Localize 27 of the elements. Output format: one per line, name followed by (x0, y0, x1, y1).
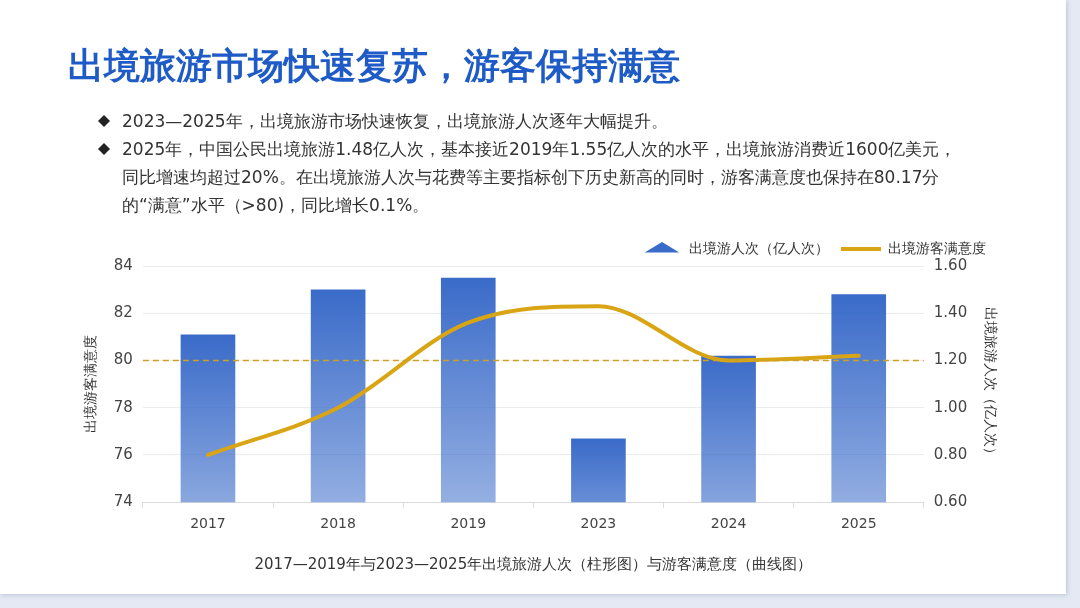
x-tick-label: 2018 (320, 515, 356, 532)
x-axis-title: 2017—2019年与2023—2025年出境旅游人次（柱形图）与游客满意度（曲线图） (254, 554, 813, 573)
y2-tick-label: 0.80 (933, 444, 968, 463)
legend-label: 出境游人次（亿人次） (689, 239, 829, 256)
line-series (205, 304, 861, 457)
y2-tick-label: 1.20 (933, 350, 968, 369)
y-axis-title: 出境游客满意度 (82, 335, 99, 434)
x-tick-label: 2017 (190, 515, 226, 532)
y-tick-label: 76 (113, 444, 133, 463)
chart-title: 出境旅游市场快速复苏，游客保持满意 (68, 44, 680, 88)
y2-tick-label: 1.60 (933, 255, 968, 274)
y-tick-label: 80 (113, 350, 133, 369)
y-tick-label: 84 (113, 255, 133, 274)
y2-tick-label: 1.00 (933, 397, 968, 416)
legend-label: 出境游客满意度 (888, 239, 986, 256)
y2-tick-label: 0.60 (933, 492, 968, 511)
y2-axis-title: 出境旅游人次（亿人次） (982, 307, 999, 462)
y2-tick-label: 1.40 (933, 303, 968, 322)
x-tick-label: 2019 (450, 515, 487, 532)
x-tick-label: 2023 (580, 515, 617, 532)
x-tick-label: 2024 (710, 515, 747, 532)
y-tick-label: 82 (113, 303, 133, 322)
text: 2023—2025年，出境旅游市场快速恢复，出境旅游人次逐年大幅提升。 (122, 111, 668, 131)
x-tick-label: 2025 (840, 515, 877, 532)
y-tick-label: 78 (113, 397, 133, 416)
text: 2025年，中国公民出境旅游1.48亿人次，基本接近2019年1.55亿人次的水平，出境旅游消费近1600亿美元，同比增速均超过20%。在出境旅游人次与花费等主要指标创下历史新高的同时，游客满意度也保持在80.17分的“满意”水平（>80)，同比增长0.1%。 (122, 139, 957, 215)
y-tick-label: 74 (113, 492, 133, 511)
